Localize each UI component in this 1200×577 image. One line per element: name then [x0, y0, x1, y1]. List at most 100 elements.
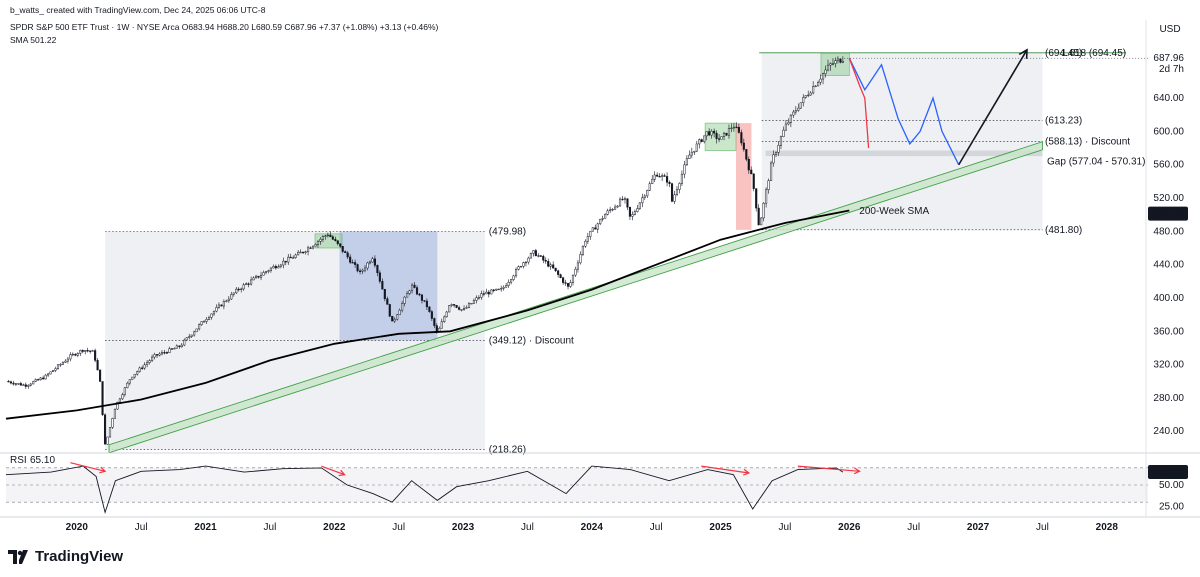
candle: [267, 270, 270, 272]
candle: [534, 250, 537, 257]
candle: [614, 206, 617, 210]
candle: [465, 307, 468, 309]
candle: [151, 356, 154, 361]
sma-line: SMA 501.22: [10, 35, 57, 45]
candle: [495, 288, 498, 291]
time-tick-label: Jul: [907, 522, 920, 533]
candle: [242, 284, 245, 290]
price-tick-label: 480.00: [1153, 226, 1184, 237]
candle: [787, 122, 790, 125]
symbol-line: SPDR S&P 500 ETF Trust · 1W · NYSE Arca …: [10, 22, 439, 32]
candle: [22, 384, 25, 386]
rsi-value-tag: [1148, 465, 1188, 480]
level-label-481: (481.80): [1045, 225, 1082, 236]
candle: [304, 251, 307, 253]
tradingview-logo[interactable]: TradingView: [8, 548, 123, 565]
candle: [423, 300, 426, 302]
candle: [133, 373, 136, 378]
candle: [61, 362, 65, 365]
candle: [626, 198, 629, 208]
candle: [510, 279, 513, 283]
candle: [829, 63, 832, 66]
candle: [354, 262, 357, 265]
candle: [259, 274, 263, 278]
candle: [450, 304, 453, 306]
candle: [445, 311, 448, 318]
candle: [750, 169, 753, 175]
candle: [735, 126, 738, 129]
candle: [297, 251, 300, 256]
projection-red-path: [848, 57, 870, 149]
candle: [235, 288, 238, 294]
candle: [163, 352, 166, 354]
candle: [66, 358, 69, 362]
rsi-label: RSI: [10, 455, 27, 466]
candle: [19, 383, 22, 386]
candle: [497, 288, 500, 291]
candle: [458, 307, 461, 310]
candle: [794, 110, 797, 113]
candle: [274, 266, 277, 269]
candle: [39, 377, 42, 380]
candle: [505, 285, 508, 288]
candle: [752, 173, 755, 189]
candle: [160, 352, 164, 355]
rsi-divergence-arrowhead-0: [99, 466, 107, 474]
candle: [410, 284, 414, 292]
candle: [675, 189, 679, 195]
candle: [7, 380, 10, 383]
candle: [455, 305, 458, 308]
candle: [277, 266, 280, 269]
candle: [311, 245, 315, 249]
candle: [220, 304, 223, 307]
candle: [725, 132, 728, 136]
price-tick-label: 520.00: [1153, 193, 1184, 204]
time-tick-label: Jul: [650, 522, 663, 533]
rsi-divergence-arrowhead-1: [338, 469, 346, 477]
candle: [190, 334, 193, 337]
candle: [240, 288, 243, 290]
candle: [698, 139, 701, 145]
candle: [641, 197, 644, 204]
candle: [661, 175, 664, 177]
candle: [123, 387, 126, 395]
candle: [232, 292, 235, 295]
candle: [24, 384, 27, 387]
level-label-349: (349.12) · Discount: [489, 335, 574, 346]
candle: [537, 255, 540, 257]
candle: [245, 283, 248, 286]
candle: [269, 267, 272, 271]
candle: [636, 208, 639, 212]
price-tick-label: 360.00: [1153, 326, 1184, 337]
candle: [799, 102, 802, 109]
time-tick-label: 2028: [1096, 522, 1119, 533]
candle: [316, 241, 320, 245]
candle: [480, 293, 483, 298]
candle: [408, 290, 411, 294]
candle: [279, 264, 282, 267]
candle: [381, 281, 384, 290]
time-tick-label: 2020: [66, 522, 89, 533]
candle: [128, 379, 131, 384]
candle: [774, 152, 778, 155]
candle: [547, 260, 550, 267]
candle: [562, 277, 565, 283]
candle: [74, 353, 77, 356]
candle: [797, 107, 800, 111]
candle: [299, 251, 302, 254]
candle: [329, 234, 332, 238]
candle: [819, 78, 822, 83]
candle: [841, 60, 844, 63]
candle: [326, 234, 329, 237]
candle: [594, 227, 597, 230]
candle: [121, 394, 124, 400]
candle: [703, 135, 706, 142]
candle: [784, 123, 787, 131]
candle: [131, 376, 134, 380]
candle: [428, 306, 431, 312]
candle: [126, 382, 129, 389]
candle: [596, 223, 599, 230]
price-tick-label: 400.00: [1153, 293, 1184, 304]
candle: [658, 176, 661, 178]
